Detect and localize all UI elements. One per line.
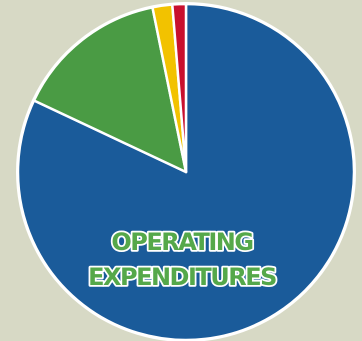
slice-label-line-1: OPERATING bbox=[111, 228, 252, 256]
pie-slice-4 bbox=[171, 2, 188, 174]
slice-label-line-2: EXPENDITURES bbox=[88, 263, 276, 291]
pie-slices bbox=[16, 2, 356, 341]
pie-slice-2 bbox=[32, 6, 188, 174]
pie-slice-1 bbox=[16, 2, 356, 341]
